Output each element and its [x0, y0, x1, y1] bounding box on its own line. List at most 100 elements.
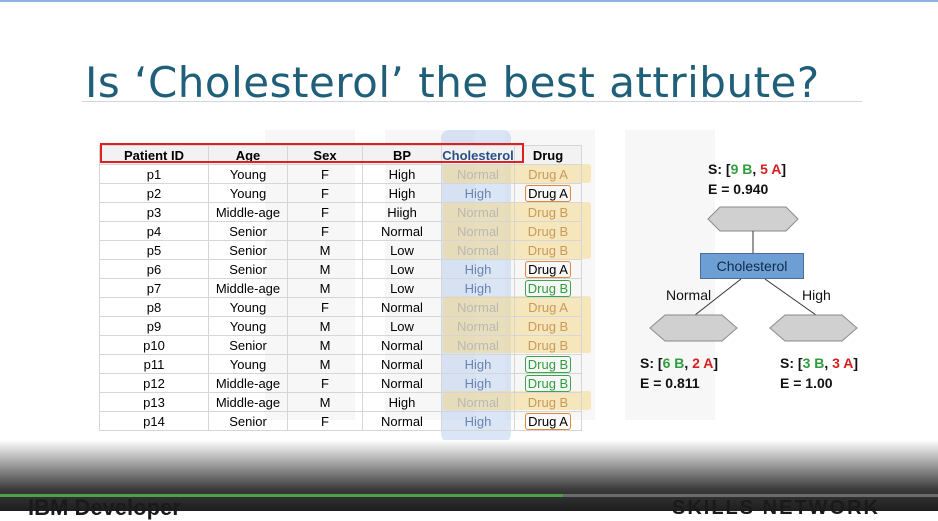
table-row: p2 Young F High High Drug A — [99, 183, 582, 203]
table-row: p9 Young M Low Normal Drug B — [99, 316, 582, 336]
drug-label: Drug B — [524, 355, 572, 373]
table-cell: p14 — [99, 411, 209, 431]
table-cell: Normal — [362, 373, 442, 393]
col-header-age: Age — [208, 145, 288, 165]
table-cell: Drug B — [514, 335, 582, 355]
table-cell: Normal — [441, 221, 515, 241]
left-set-label: S: [6 B, 2 A] — [640, 355, 719, 371]
table-cell: Senior — [208, 335, 288, 355]
col-header-sex: Sex — [287, 145, 363, 165]
table-cell: High — [441, 259, 515, 279]
drug-label: Drug A — [525, 412, 571, 430]
table-cell: Normal — [362, 221, 442, 241]
table-cell: Normal — [362, 335, 442, 355]
table-row: p10 Senior M Normal Normal Drug B — [99, 335, 582, 355]
title-divider — [82, 101, 862, 102]
table-cell: M — [287, 278, 363, 298]
table-row: p3 Middle-age F Hiigh Normal Drug B — [99, 202, 582, 222]
drug-label: Drug A — [525, 184, 571, 202]
table-cell: p11 — [99, 354, 209, 374]
table-cell: Normal — [362, 354, 442, 374]
table-cell: F — [287, 411, 363, 431]
table-cell: p1 — [99, 164, 209, 184]
drug-label: Drug B — [524, 374, 572, 392]
table-cell: F — [287, 373, 363, 393]
table-cell: Drug B — [514, 240, 582, 260]
table-row: p5 Senior M Low Normal Drug B — [99, 240, 582, 260]
table-cell: M — [287, 354, 363, 374]
patient-table: Patient ID Age Sex BP Cholesterol Drug p… — [99, 145, 582, 431]
table-cell: M — [287, 335, 363, 355]
table-cell: High — [441, 278, 515, 298]
table-cell: Middle-age — [208, 202, 288, 222]
table-cell: p4 — [99, 221, 209, 241]
right-set-label: S: [3 B, 3 A] — [780, 355, 859, 371]
table-cell: Normal — [362, 297, 442, 317]
table-cell: Normal — [441, 240, 515, 260]
table-cell: Normal — [441, 335, 515, 355]
root-entropy-label: E = 0.940 — [708, 181, 769, 197]
table-cell: Low — [362, 278, 442, 298]
table-cell: F — [287, 221, 363, 241]
table-cell: M — [287, 259, 363, 279]
table-cell: Drug A — [514, 411, 582, 431]
table-cell: Drug B — [514, 373, 582, 393]
table-cell: High — [362, 164, 442, 184]
table-cell: Low — [362, 316, 442, 336]
table-cell: Normal — [441, 202, 515, 222]
root-set-label: S: [9 B, 5 A] — [708, 161, 787, 177]
table-cell: Young — [208, 164, 288, 184]
table-cell: High — [441, 373, 515, 393]
table-cell: High — [441, 183, 515, 203]
table-cell: Drug B — [514, 354, 582, 374]
table-cell: p9 — [99, 316, 209, 336]
table-cell: M — [287, 240, 363, 260]
table-cell: Senior — [208, 240, 288, 260]
table-cell: Drug A — [514, 183, 582, 203]
right-entropy-label: E = 1.00 — [780, 375, 833, 391]
table-cell: Drug B — [514, 202, 582, 222]
table-cell: F — [287, 164, 363, 184]
table-cell: High — [362, 183, 442, 203]
table-cell: Young — [208, 354, 288, 374]
table-cell: p12 — [99, 373, 209, 393]
table-cell: Middle-age — [208, 278, 288, 298]
table-row: p4 Senior F Normal Normal Drug B — [99, 221, 582, 241]
table-cell: High — [362, 392, 442, 412]
table-row: p11 Young M Normal High Drug B — [99, 354, 582, 374]
table-cell: Normal — [441, 316, 515, 336]
table-cell: p6 — [99, 259, 209, 279]
ibm-developer-logo: IBM Developer — [28, 495, 181, 520]
left-hexagon — [649, 314, 738, 342]
table-cell: Middle-age — [208, 373, 288, 393]
table-cell: Drug B — [514, 221, 582, 241]
tree-shapes — [649, 206, 858, 342]
table-cell: High — [441, 354, 515, 374]
high-branch-edge — [764, 278, 817, 316]
table-cell: Low — [362, 240, 442, 260]
drug-label: Drug B — [524, 279, 572, 297]
table-cell: p8 — [99, 297, 209, 317]
table-cell: M — [287, 316, 363, 336]
table-cell: High — [441, 411, 515, 431]
table-cell: Young — [208, 297, 288, 317]
table-header-row: Patient ID Age Sex BP Cholesterol Drug — [99, 145, 582, 165]
skills-network-logo: SKILLS NETWORK — [672, 497, 880, 519]
slide-title: Is ‘Cholesterol’ the best attribute? — [85, 58, 820, 107]
table-cell: Drug A — [514, 164, 582, 184]
cholesterol-node: Cholesterol — [700, 253, 804, 279]
table-cell: F — [287, 202, 363, 222]
table-cell: Senior — [208, 259, 288, 279]
header-row-highlight-box — [100, 143, 524, 163]
table-cell: Drug B — [514, 316, 582, 336]
right-hexagon — [769, 314, 858, 342]
table-cell: Normal — [441, 297, 515, 317]
table-cell: Young — [208, 316, 288, 336]
table-cell: p7 — [99, 278, 209, 298]
video-progress-fill[interactable] — [0, 494, 563, 497]
col-header-patient-id: Patient ID — [99, 145, 209, 165]
table-cell: Low — [362, 259, 442, 279]
table-cell: Middle-age — [208, 392, 288, 412]
table-cell: p10 — [99, 335, 209, 355]
